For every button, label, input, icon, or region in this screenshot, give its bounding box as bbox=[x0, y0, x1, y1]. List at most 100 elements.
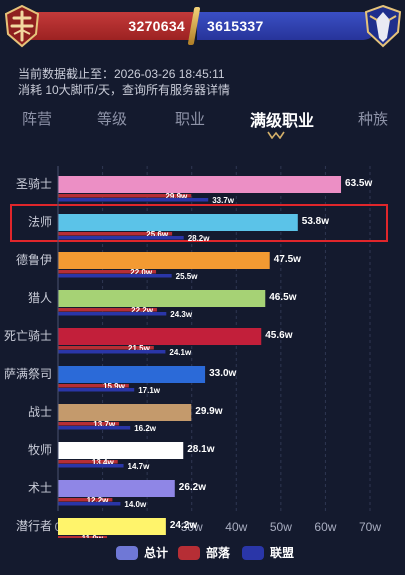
bar-total bbox=[58, 328, 262, 345]
legend-item-alliance[interactable]: 联盟 bbox=[242, 544, 294, 561]
category-label: 潜行者 bbox=[16, 519, 52, 533]
alliance-value-label: 25.5w bbox=[176, 272, 199, 281]
alliance-total: 3615337 bbox=[207, 18, 264, 34]
x-tick-label: 60w bbox=[314, 520, 336, 534]
category-label: 死亡骑士 bbox=[4, 329, 52, 343]
legend-swatch-total bbox=[116, 545, 138, 560]
bar-total bbox=[58, 442, 184, 459]
faction-population-bar: 3270634 3615337 bbox=[0, 0, 405, 52]
total-value-label: 29.9w bbox=[195, 406, 222, 417]
alliance-value-label: 33.7w bbox=[212, 196, 235, 205]
horde-value-label: 11.0w bbox=[82, 534, 104, 538]
horde-total: 3270634 bbox=[128, 18, 185, 34]
total-value-label: 63.5w bbox=[345, 178, 372, 189]
category-label: 牧师 bbox=[28, 443, 52, 457]
bar-total bbox=[58, 404, 192, 421]
legend-label-horde: 部落 bbox=[206, 546, 231, 560]
horde-value-label: 22.2w bbox=[131, 306, 154, 315]
cost-line: 消耗 10大脚币/天，查询所有服务器详情 bbox=[18, 83, 231, 97]
bar-alliance bbox=[58, 274, 172, 278]
bar-alliance bbox=[58, 350, 166, 354]
category-label: 德鲁伊 bbox=[16, 252, 52, 267]
bar-alliance bbox=[58, 388, 135, 392]
horde-value-label: 25.6w bbox=[146, 230, 169, 239]
alliance-value-label: 28.2w bbox=[188, 234, 211, 243]
timestamp-line: 当前数据截止至：2026-03-26 18:45:11 bbox=[18, 67, 225, 81]
category-tabs: 阵营 等级 职业 满级职业 种族 bbox=[0, 104, 405, 139]
legend-item-total[interactable]: 总计 bbox=[116, 544, 168, 561]
total-value-label: 47.5w bbox=[274, 254, 301, 265]
x-tick-label: 40w bbox=[225, 520, 247, 534]
category-label: 圣骑士 bbox=[16, 177, 52, 191]
x-tick-label: 70w bbox=[359, 520, 381, 534]
bar-alliance bbox=[58, 426, 131, 430]
chart-legend: 总计 部落 联盟 bbox=[0, 544, 405, 562]
category-label: 猎人 bbox=[28, 291, 52, 305]
category-label: 萨满祭司 bbox=[4, 367, 52, 381]
bar-horde bbox=[58, 536, 108, 538]
horde-value-label: 15.9w bbox=[103, 382, 126, 391]
alliance-value-label: 14.7w bbox=[128, 462, 151, 471]
horde-value-label: 13.7w bbox=[93, 420, 116, 429]
total-value-label: 26.2w bbox=[179, 482, 206, 493]
horde-emblem-icon bbox=[4, 4, 40, 48]
alliance-bar: 3615337 bbox=[197, 12, 377, 40]
legend-swatch-horde bbox=[178, 545, 200, 560]
category-label: 术士 bbox=[28, 481, 52, 495]
bar-horde bbox=[58, 346, 154, 350]
bar-total bbox=[58, 252, 270, 269]
horde-value-label: 13.4w bbox=[92, 458, 115, 467]
tab-class[interactable]: 职业 bbox=[175, 111, 206, 128]
bar-total bbox=[58, 518, 166, 535]
bar-alliance bbox=[58, 198, 209, 202]
alliance-value-label: 17.1w bbox=[138, 386, 161, 395]
alliance-value-label: 14.0w bbox=[124, 500, 147, 509]
total-value-label: 28.1w bbox=[187, 444, 214, 455]
horde-value-label: 22.0w bbox=[130, 268, 153, 277]
alliance-value-label: 24.3w bbox=[170, 310, 193, 319]
bar-horde bbox=[58, 308, 157, 312]
x-tick-label: 50w bbox=[270, 520, 292, 534]
horde-value-label: 12.2w bbox=[87, 496, 110, 505]
legend-item-horde[interactable]: 部落 bbox=[178, 544, 230, 561]
category-label: 战士 bbox=[28, 405, 52, 419]
bar-horde bbox=[58, 384, 129, 388]
legend-label-alliance: 联盟 bbox=[270, 546, 295, 560]
bar-alliance bbox=[58, 502, 121, 506]
tab-max-level-class[interactable]: 满级职业 bbox=[250, 113, 315, 130]
category-label: 法师 bbox=[28, 215, 52, 229]
tab-race[interactable]: 种族 bbox=[358, 111, 389, 128]
bar-horde bbox=[58, 194, 192, 198]
highlight-box bbox=[10, 204, 388, 242]
horde-bar: 3270634 bbox=[8, 12, 193, 40]
max-level-class-chart: 010w20w30w40w50w60w70w圣骑士63.5w29.9w33.7w… bbox=[4, 166, 388, 538]
total-value-label: 33.0w bbox=[209, 368, 236, 379]
bar-total bbox=[58, 480, 175, 497]
horde-value-label: 21.5w bbox=[128, 344, 151, 353]
bar-alliance bbox=[58, 464, 124, 468]
bar-horde bbox=[58, 498, 113, 502]
data-timestamp-info: 当前数据截止至：2026-03-26 18:45:11 消耗 10大脚币/天，查… bbox=[18, 66, 230, 98]
tab-faction[interactable]: 阵营 bbox=[22, 111, 53, 128]
bar-total bbox=[58, 290, 266, 307]
bar-horde bbox=[58, 460, 118, 464]
horde-value-label: 29.9w bbox=[165, 192, 188, 201]
bar-horde bbox=[58, 232, 173, 236]
alliance-emblem-icon bbox=[364, 4, 402, 48]
bar-total bbox=[58, 214, 298, 231]
bar-total bbox=[58, 176, 342, 193]
bar-horde bbox=[58, 270, 157, 274]
bar-total bbox=[58, 366, 206, 383]
legend-label-total: 总计 bbox=[144, 546, 169, 560]
x-tick-label: 30w bbox=[181, 520, 203, 534]
tab-level[interactable]: 等级 bbox=[97, 111, 128, 128]
alliance-value-label: 16.2w bbox=[134, 424, 157, 433]
bar-horde bbox=[58, 422, 120, 426]
legend-swatch-alliance bbox=[242, 545, 264, 560]
total-value-label: 46.5w bbox=[269, 292, 296, 303]
total-value-label: 45.6w bbox=[265, 330, 292, 341]
active-tab-indicator-icon bbox=[267, 131, 285, 139]
bar-alliance bbox=[58, 236, 184, 240]
total-value-label: 24.2w bbox=[170, 520, 197, 531]
alliance-value-label: 24.1w bbox=[169, 348, 192, 357]
